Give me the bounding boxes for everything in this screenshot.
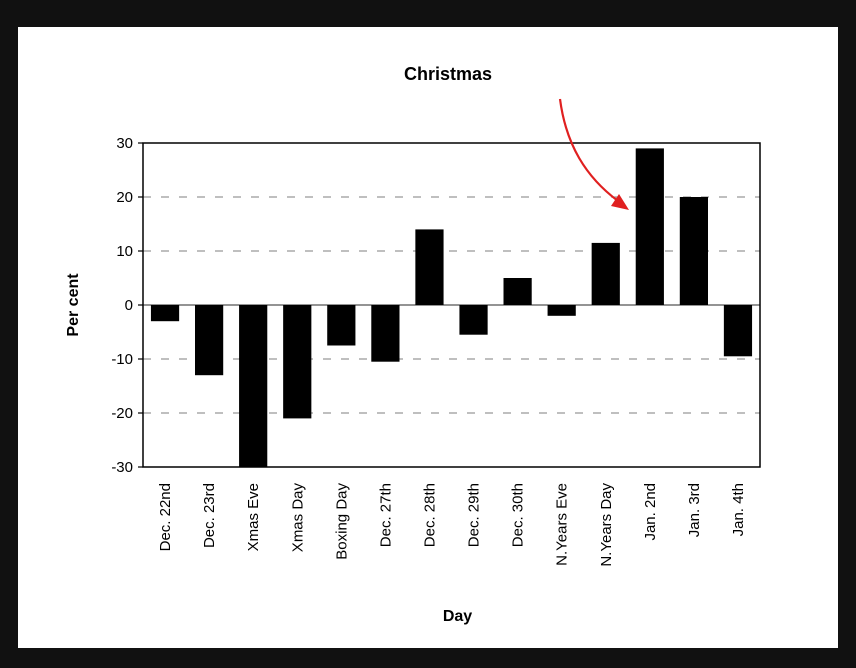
- x-tick-label: Dec. 29th: [466, 483, 483, 547]
- bar: [283, 305, 312, 419]
- y-tick-label: -20: [111, 405, 133, 422]
- bar: [371, 305, 400, 362]
- x-tick-label: Dec. 28th: [421, 483, 438, 547]
- bar: [679, 197, 708, 305]
- y-tick-label: 30: [116, 135, 133, 152]
- x-tick-label: Boxing Day: [333, 483, 350, 560]
- annotation-arrow: [558, 98, 629, 210]
- bar: [327, 305, 356, 346]
- bar: [150, 305, 180, 322]
- x-tick-label: Dec. 27th: [377, 483, 394, 547]
- chart-title: Christmas: [404, 64, 492, 84]
- x-tick-label: Jan. 2nd: [642, 483, 659, 541]
- x-axis-label: Day: [443, 608, 472, 625]
- y-tick-label: -10: [111, 351, 133, 368]
- x-tick-label: Xmas Day: [289, 483, 306, 553]
- x-tick-label: Dec. 23rd: [201, 483, 218, 548]
- arrow-curve: [558, 98, 619, 202]
- y-tick-label: 20: [116, 189, 133, 206]
- x-tick-label: Jan. 3rd: [686, 483, 703, 537]
- bar: [503, 278, 532, 305]
- x-tick-label: Dec. 22nd: [157, 483, 174, 551]
- y-tick-label: -30: [111, 459, 133, 476]
- x-tick-label: Dec. 30th: [510, 483, 527, 547]
- bar: [591, 242, 620, 305]
- y-axis-ticks: 30 20 10 0 -10 -20 -30: [111, 135, 143, 476]
- bar: [459, 305, 488, 335]
- bars: [150, 148, 753, 467]
- chart-frame: Christmas 30 20 10 0 -10 -20 -30 Dec. 22nd Dec.…: [18, 27, 838, 648]
- x-tick-label: Jan. 4th: [730, 483, 747, 536]
- bar: [723, 305, 753, 357]
- x-tick-label: N.Years Day: [598, 483, 615, 567]
- x-tick-label: N.Years Eve: [554, 483, 571, 566]
- bar: [195, 305, 224, 376]
- y-tick-label: 0: [125, 297, 133, 314]
- x-tick-label: Xmas Eve: [245, 483, 262, 551]
- bar: [547, 305, 576, 316]
- bar: [239, 305, 268, 467]
- grid-lines: [143, 196, 760, 414]
- x-axis-tick-labels: Dec. 22nd Dec. 23rd Xmas Eve Xmas Day Boxing…: [157, 483, 747, 567]
- y-axis-label: Per cent: [65, 273, 82, 337]
- arrow-head-icon: [611, 194, 629, 210]
- bar: [635, 148, 664, 305]
- bar: [415, 229, 444, 305]
- y-tick-label: 10: [116, 243, 133, 260]
